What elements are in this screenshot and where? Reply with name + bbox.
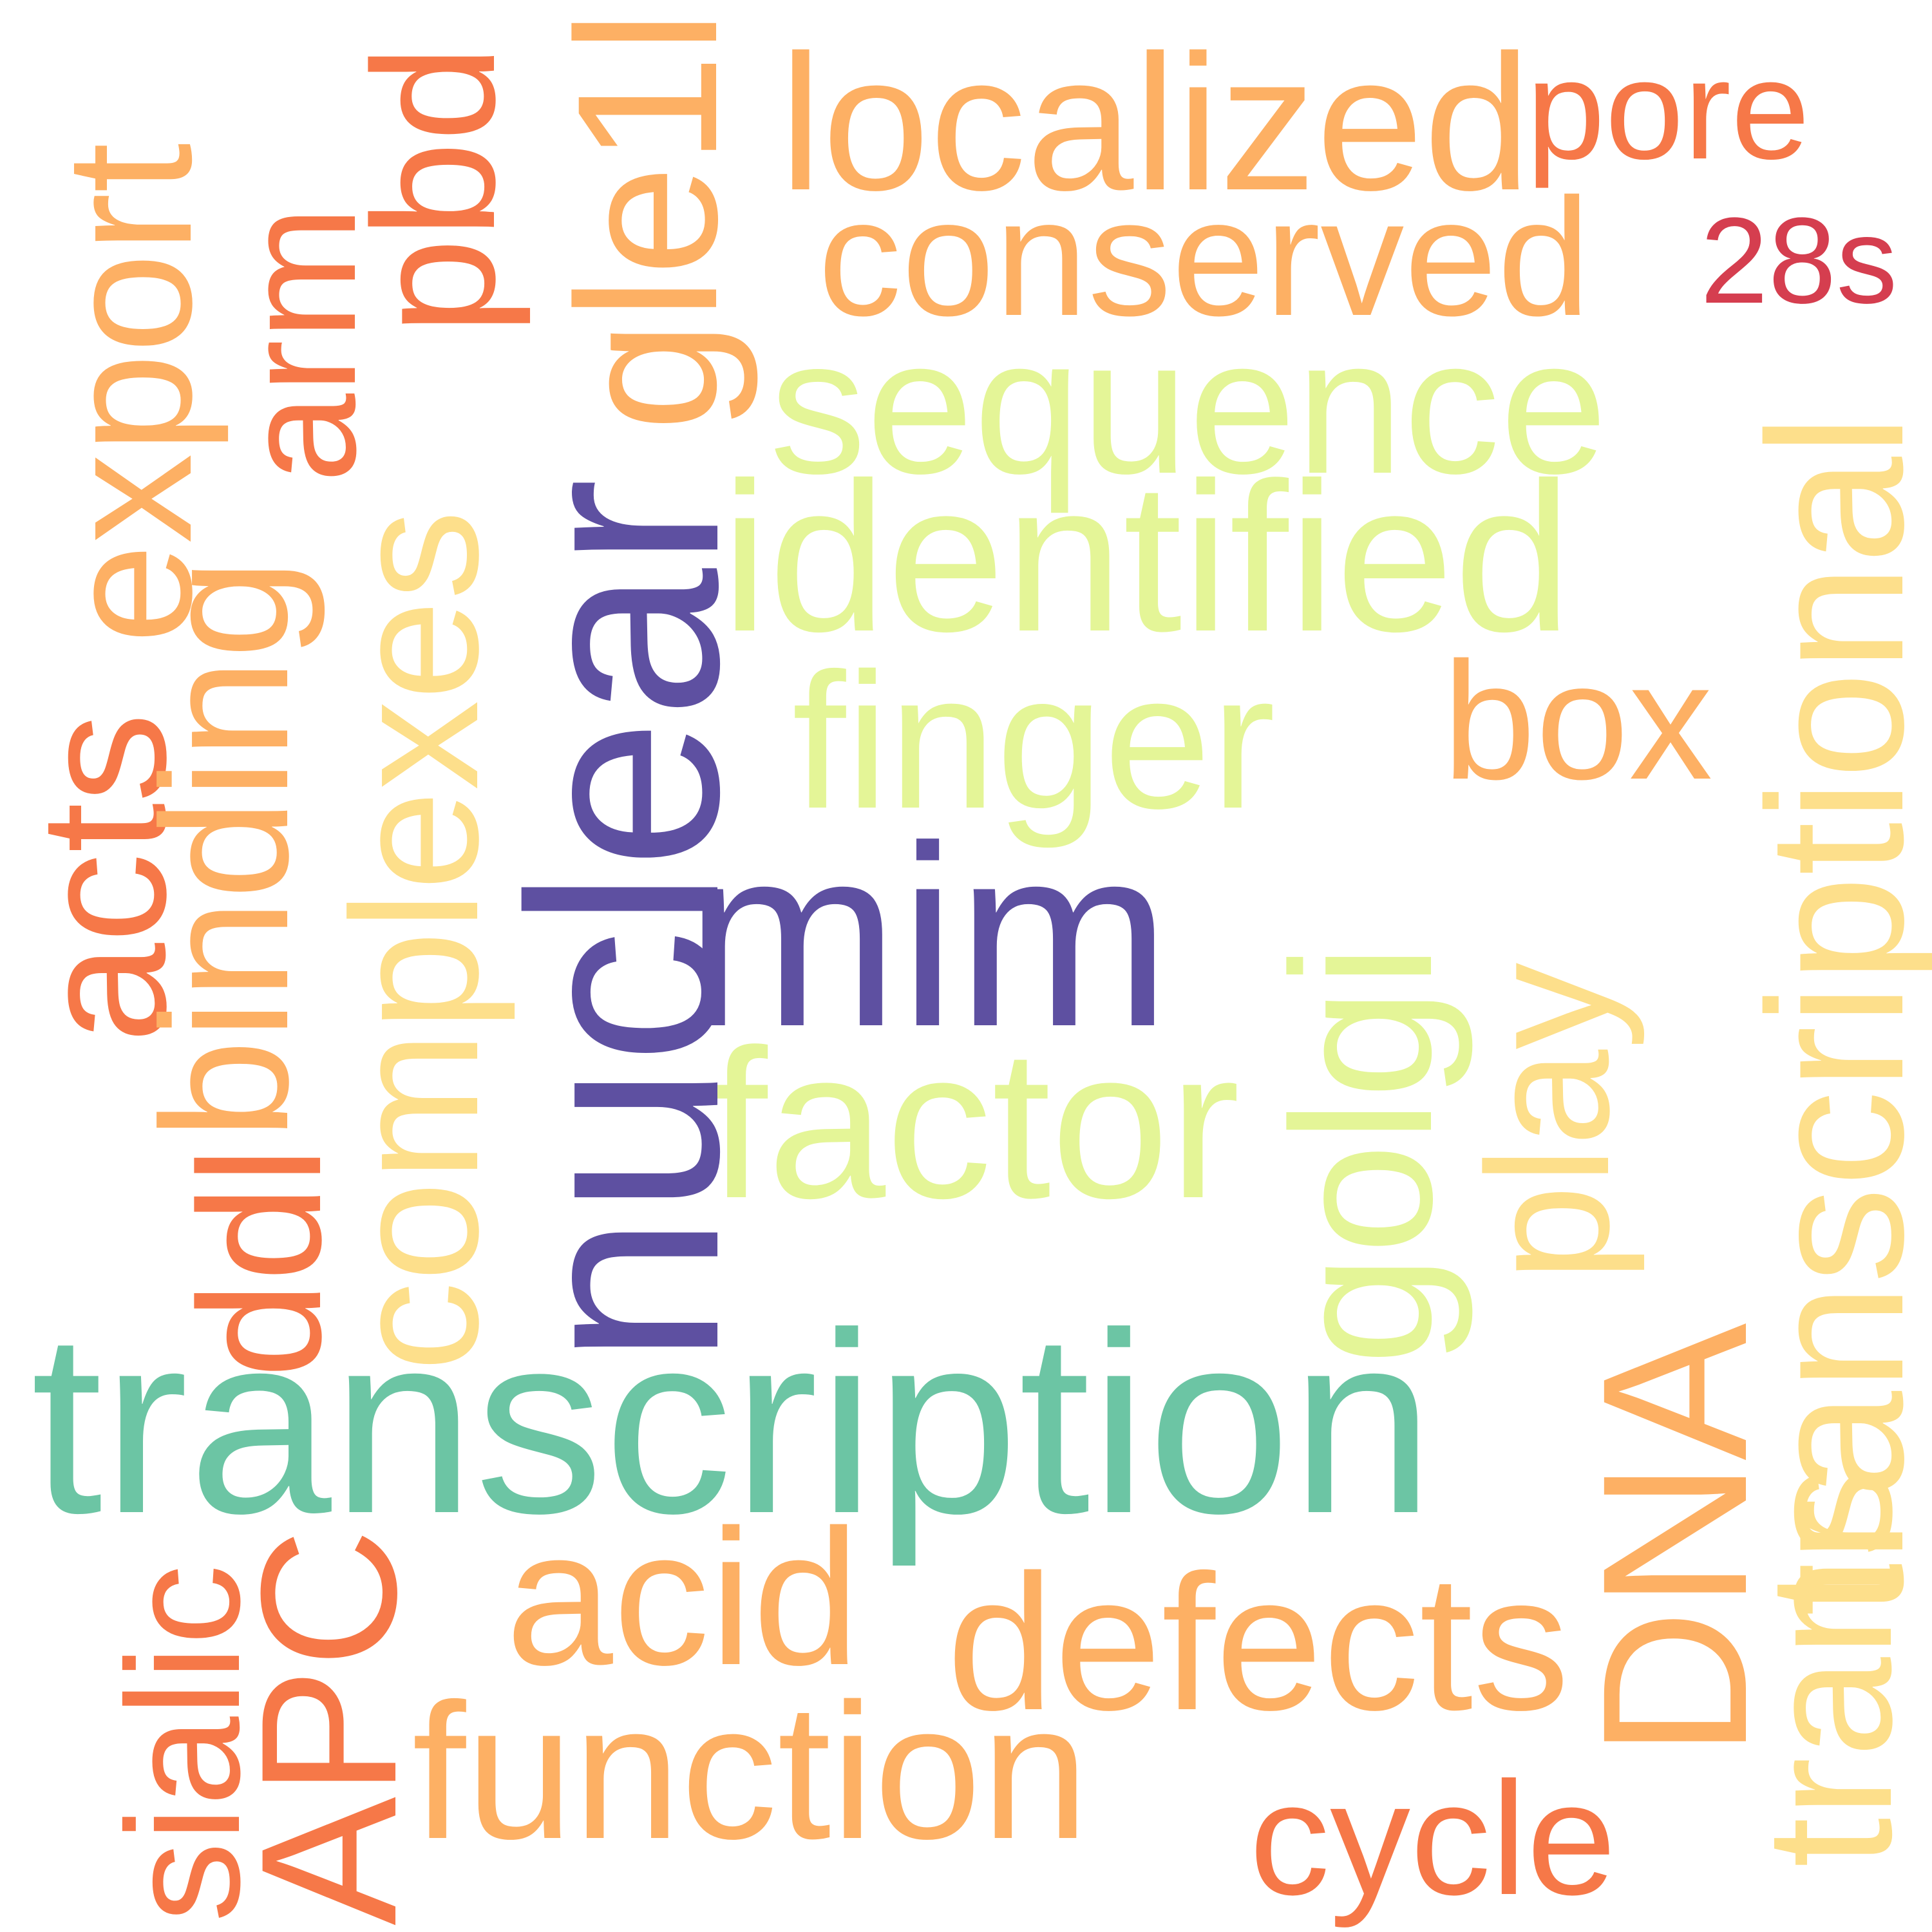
word-function: function	[412, 1663, 1089, 1879]
word-sequence: sequence	[770, 298, 1608, 514]
word-golgi: golgi	[1250, 943, 1473, 1365]
word-pbd: pbd	[337, 44, 531, 335]
word-box: box	[1443, 628, 1713, 815]
word-trans: trans	[1728, 1466, 1929, 1868]
word-pore: pore	[1526, 30, 1810, 189]
word-factor: factor	[708, 1005, 1240, 1242]
word-gle1l: gle1l	[535, 10, 759, 431]
word-apc: APC	[220, 1528, 437, 1926]
word-binding: binding	[125, 558, 326, 1140]
word-28s: 28s	[1700, 193, 1898, 329]
word-localized: localized	[779, 14, 1531, 231]
word-mim: mim	[685, 792, 1171, 1080]
word-acid: acid	[506, 1489, 860, 1705]
word-ddl: ddl	[164, 1146, 357, 1378]
word-defects: defects	[947, 1534, 1570, 1750]
word-conserved: conserved	[818, 164, 1591, 351]
word-identified: identified	[721, 438, 1572, 676]
word-transcriptional: transcriptional	[1727, 413, 1932, 1616]
word-nuclear: nuclear	[473, 478, 775, 1365]
word-finger: finger	[792, 632, 1276, 849]
word-cycle: cycle	[1249, 1748, 1616, 1928]
word-transcription: transcription	[31, 1279, 1434, 1567]
word-play: play	[1452, 962, 1645, 1282]
